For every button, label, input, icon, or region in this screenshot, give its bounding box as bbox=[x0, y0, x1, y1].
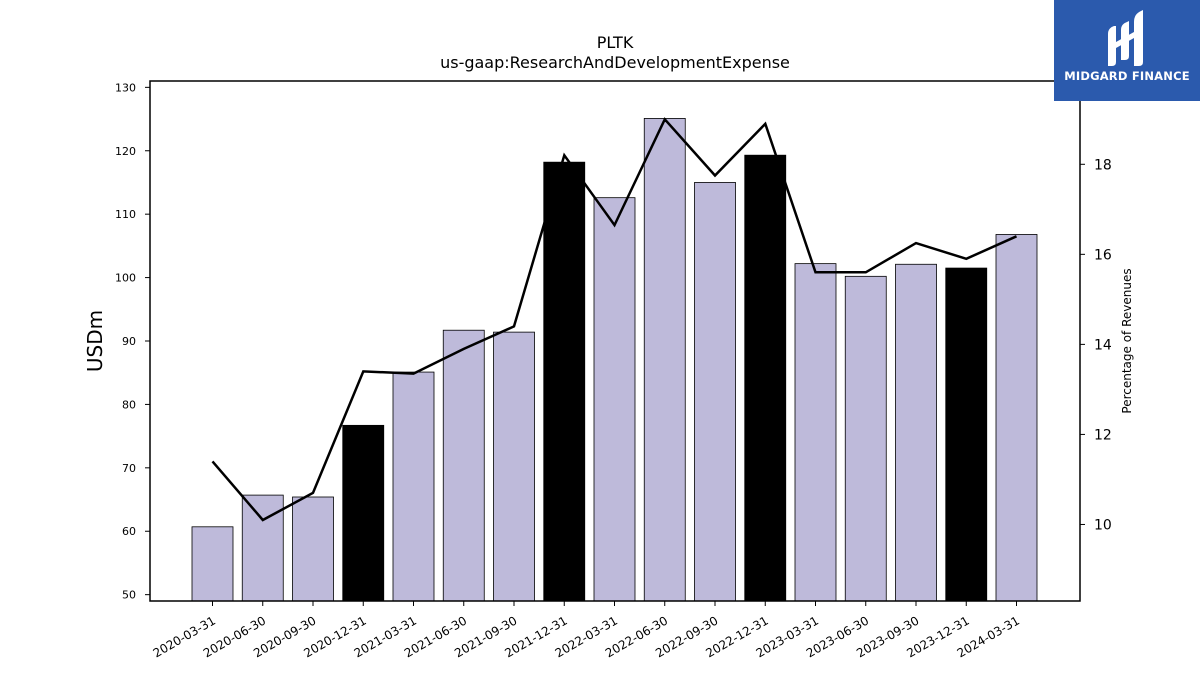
midgard-logo-icon bbox=[1108, 10, 1143, 66]
y-tick-label: 60 bbox=[122, 525, 136, 538]
bar-2021-09-30 bbox=[493, 331, 535, 602]
bar-2021-03-31 bbox=[392, 371, 435, 602]
y-tick-label: 130 bbox=[115, 81, 136, 94]
bar-2022-09-30 bbox=[694, 182, 736, 602]
chart-subtitle: us-gaap:ResearchAndDevelopmentExpense bbox=[440, 53, 790, 72]
y-tick-label: 70 bbox=[122, 462, 136, 475]
bar-2022-03-31 bbox=[593, 197, 636, 602]
bar-2020-03-31 bbox=[191, 526, 234, 602]
bar-2022-12-31 bbox=[744, 154, 787, 602]
brand-name: MIDGARD FINANCE bbox=[1064, 69, 1190, 83]
y2-tick-label: 12 bbox=[1094, 427, 1112, 443]
y-axis-right: 10 12 14 16 18 bbox=[1080, 157, 1112, 533]
y2-tick-label: 16 bbox=[1094, 247, 1112, 263]
bar-2023-06-30 bbox=[844, 275, 887, 602]
y-tick-label: 80 bbox=[122, 398, 136, 411]
bar-2024-03-31 bbox=[995, 234, 1038, 602]
bar-2021-12-31 bbox=[543, 161, 586, 602]
bar-2021-06-30 bbox=[442, 329, 485, 602]
x-axis: 2020-03-312020-06-302020-09-302020-12-31… bbox=[151, 601, 1022, 660]
percentage-line bbox=[211, 117, 1018, 522]
bar-2020-12-31 bbox=[342, 424, 385, 602]
y-axis-label: USDm bbox=[83, 310, 107, 372]
y2-axis-label: Percentage of Revenues bbox=[1120, 268, 1134, 413]
bar-2020-09-30 bbox=[292, 496, 334, 602]
y2-tick-label: 14 bbox=[1094, 337, 1112, 353]
y-axis-left: 50 60 70 80 90 100 110 120 130 bbox=[115, 81, 150, 602]
chart-title: PLTK bbox=[597, 33, 634, 52]
y2-tick-label: 10 bbox=[1094, 517, 1112, 533]
y-tick-label: 90 bbox=[122, 335, 136, 348]
brand-logo: MIDGARD FINANCE bbox=[1054, 0, 1200, 101]
y2-tick-label: 18 bbox=[1094, 157, 1112, 173]
bar-2022-06-30 bbox=[643, 118, 686, 602]
line-group bbox=[211, 117, 1018, 522]
y-tick-label: 100 bbox=[115, 272, 136, 285]
bar-group bbox=[191, 118, 1038, 602]
bar-2023-09-30 bbox=[895, 263, 937, 602]
y-tick-label: 120 bbox=[115, 145, 136, 158]
y-tick-label: 110 bbox=[115, 208, 136, 221]
bar-2023-12-31 bbox=[945, 267, 988, 602]
y-tick-label: 50 bbox=[122, 589, 136, 602]
bar-2023-03-31 bbox=[794, 263, 837, 602]
